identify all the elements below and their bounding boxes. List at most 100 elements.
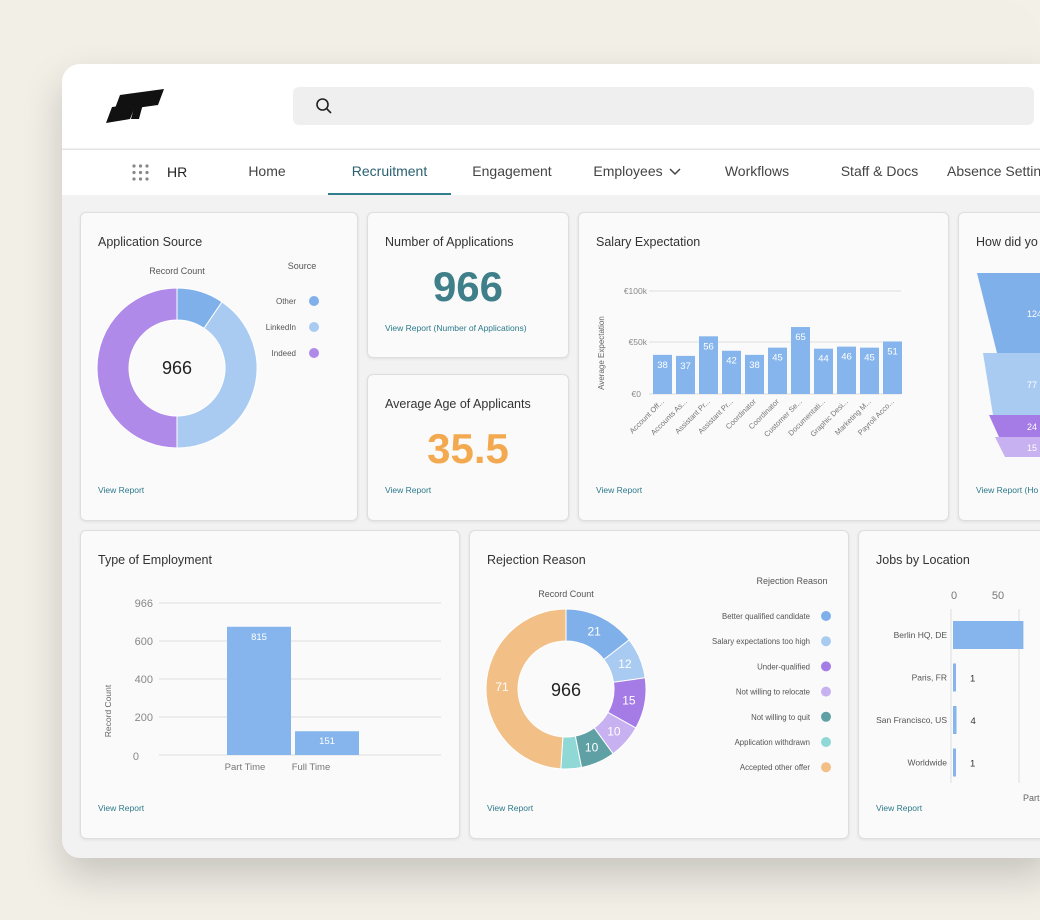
- view-report-link[interactable]: View Report: [487, 803, 534, 813]
- funnel-segment[interactable]: [995, 437, 1040, 457]
- slice-label: 21: [587, 625, 601, 639]
- x-axis-label: Part: [1023, 793, 1040, 801]
- y-tick-label: Paris, FR: [912, 673, 947, 683]
- card-rejection-reason: Rejection Reason Record Count Rejection …: [469, 530, 849, 839]
- y-tick-label: €0: [632, 389, 642, 399]
- y-tick-label: Berlin HQ, DE: [894, 630, 948, 640]
- y-tick-label: €100k: [624, 286, 648, 296]
- view-report-link[interactable]: View Report: [98, 485, 145, 495]
- legend-label: Accepted other offer: [740, 763, 810, 772]
- card-title: Application Source: [98, 235, 203, 249]
- search-bar[interactable]: [293, 87, 1034, 127]
- funnel-segment[interactable]: [977, 273, 1040, 353]
- bar[interactable]: [814, 348, 833, 394]
- x-tick-label: Part Time: [225, 762, 266, 773]
- top-bar: [62, 64, 1040, 148]
- app-window: HR Home Recruitment Engagement Employees…: [62, 64, 1040, 858]
- view-report-link[interactable]: View Report: [385, 485, 432, 495]
- bar-value-label: 4: [971, 716, 976, 727]
- card-title: Salary Expectation: [596, 235, 701, 249]
- bar-value-label: 42: [726, 356, 737, 367]
- bar[interactable]: [791, 327, 810, 394]
- bar-value-label: 45: [864, 353, 875, 364]
- x-tick-label: 0: [951, 590, 957, 602]
- legend-label: LinkedIn: [266, 323, 296, 332]
- bar[interactable]: [837, 346, 856, 394]
- view-report-link[interactable]: View Report: [596, 485, 643, 495]
- bar[interactable]: [883, 341, 902, 394]
- donut-slice[interactable]: [96, 287, 178, 449]
- bar[interactable]: [953, 706, 957, 734]
- funnel-segment[interactable]: [983, 353, 1040, 415]
- tab-home[interactable]: Home: [232, 150, 302, 195]
- y-tick-label: 600: [135, 636, 153, 648]
- legend-label: Application withdrawn: [735, 738, 810, 747]
- tab-recruitment[interactable]: Recruitment: [328, 150, 451, 195]
- bar[interactable]: [676, 355, 695, 394]
- salary-expectation-bar-chart: Average Expectation €100k €50k €0 38Acco…: [597, 286, 902, 439]
- view-report-link[interactable]: View Report (Number of Applications): [385, 323, 527, 333]
- bar[interactable]: [953, 748, 956, 777]
- legend-label: Under-qualified: [757, 662, 810, 671]
- bar-value-label: 1: [970, 759, 975, 770]
- card-how-did-you-hear: How did yo 124 77 24 15 View Report (Ho: [958, 212, 1040, 521]
- bar[interactable]: [653, 354, 672, 394]
- app-grid-icon[interactable]: [132, 164, 149, 181]
- legend-swatch: [821, 686, 831, 697]
- view-report-link[interactable]: View Report: [876, 803, 923, 813]
- y-tick-label: €50k: [629, 337, 648, 347]
- x-tick-label: Full Time: [292, 762, 331, 773]
- legend-label: Not willing to relocate: [736, 688, 810, 697]
- tab-label: Employees: [593, 163, 663, 179]
- bar[interactable]: [745, 354, 764, 394]
- view-report-link[interactable]: View Report: [98, 803, 145, 813]
- bar-value-label: 51: [887, 346, 898, 357]
- legend-swatch: [821, 611, 831, 621]
- bar[interactable]: [295, 731, 359, 755]
- legend-swatch: [821, 762, 831, 773]
- tab-engagement[interactable]: Engagement: [462, 150, 562, 195]
- bar[interactable]: [699, 336, 718, 394]
- funnel-value-label: 15: [1027, 443, 1037, 453]
- bar[interactable]: [227, 626, 291, 755]
- slice-label: 15: [622, 694, 636, 708]
- bar-value-label: 151: [319, 736, 335, 747]
- chart-subtitle: Record Count: [149, 266, 205, 276]
- legend-title: Rejection Reason: [756, 576, 827, 586]
- bar[interactable]: [953, 621, 1024, 649]
- bar[interactable]: [953, 663, 956, 692]
- bar[interactable]: [722, 350, 741, 394]
- card-application-source: Application Source Record Count Source 9…: [80, 212, 358, 521]
- tab-workflows[interactable]: Workflows: [717, 150, 797, 195]
- donut-center-value: 966: [551, 680, 581, 700]
- bar[interactable]: [860, 347, 879, 394]
- bar-value-label: 37: [680, 361, 691, 372]
- bar-value-label: 65: [795, 332, 806, 343]
- search-input[interactable]: [345, 87, 1009, 127]
- chart-subtitle: Record Count: [538, 589, 594, 599]
- slice-label: 71: [495, 680, 509, 694]
- funnel-value-label: 77: [1027, 380, 1037, 390]
- tab-label: Staff & Docs: [840, 163, 919, 179]
- donut-slice[interactable]: [485, 608, 567, 770]
- company-logo: [106, 89, 164, 123]
- application-source-donut-chart: Record Count Source 966 Other LinkedIn Ind…: [96, 261, 319, 449]
- card-salary-expectation: Salary Expectation Average Expectation €…: [578, 212, 949, 521]
- tab-absence-settings[interactable]: Absence Settin: [947, 150, 1040, 195]
- legend-swatch: [821, 661, 831, 672]
- view-report-link[interactable]: View Report (Ho: [976, 485, 1039, 495]
- funnel-value-label: 124: [1027, 309, 1040, 319]
- tab-staff-docs[interactable]: Staff & Docs: [832, 150, 927, 195]
- bar-value-label: 38: [749, 360, 760, 371]
- rejection-reason-donut-chart: Record Count Rejection Reason 21 12 15 10 10…: [485, 576, 831, 773]
- funnel-segment[interactable]: [989, 415, 1040, 437]
- donut-slice[interactable]: [176, 301, 258, 449]
- legend-label: Indeed: [272, 349, 296, 358]
- tab-employees[interactable]: Employees: [582, 150, 692, 195]
- jobs-by-location-bar-chart: 0 50 Berlin HQ, DE Paris, FR 1 San Francisc…: [876, 590, 1040, 801]
- bar-value-label: 56: [703, 341, 714, 352]
- y-axis-label: Average Expectation: [597, 316, 606, 390]
- bar[interactable]: [768, 347, 787, 394]
- y-tick-label: 0: [133, 751, 139, 763]
- legend-swatch: [821, 711, 831, 722]
